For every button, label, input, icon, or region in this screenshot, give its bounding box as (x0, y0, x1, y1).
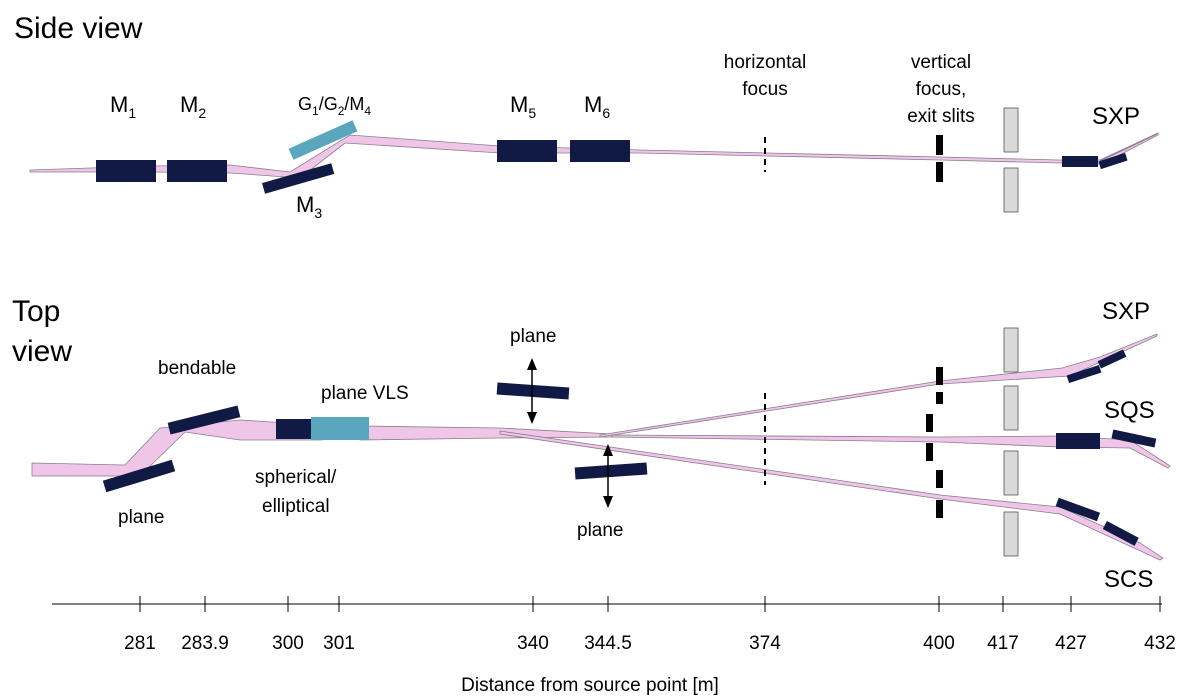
m5-mirror (497, 140, 557, 162)
side-aperture-upper (1003, 107, 1019, 153)
top-view-title-1: Top (12, 295, 60, 328)
axis-tick-label: 374 (749, 633, 781, 654)
axis-tick-label: 340 (517, 633, 549, 654)
distance-axis-label: Distance from source point [m] (461, 675, 719, 696)
m2-mirror (167, 160, 227, 182)
top-aperture-4 (1003, 511, 1019, 557)
sxp-side-mirror-1 (1062, 156, 1098, 167)
sxp-top-mirror-2 (1097, 349, 1127, 369)
top-slit-sqs-lower (926, 443, 933, 461)
scs-label: SCS (1104, 566, 1153, 593)
axis-tick-label: 301 (323, 633, 355, 654)
plane-upper-mirror (496, 382, 570, 400)
axis-tick-label: 417 (987, 633, 1019, 654)
top-slit-scs-upper (936, 470, 943, 488)
side-view-beam (29, 132, 1159, 179)
spherical-label: spherical/ (255, 467, 337, 488)
sxp-side-mirror-2 (1098, 152, 1128, 170)
g1-g2-m4-grating (288, 120, 358, 160)
top-view-title-2: view (12, 335, 72, 368)
m3-label: M3 (296, 192, 322, 221)
m1-mirror (96, 160, 156, 182)
sqs-mirror-1 (1056, 433, 1100, 449)
m1-label: M1 (110, 92, 136, 121)
m5-label: M5 (510, 92, 536, 121)
axis-tick-label: 281 (124, 633, 156, 654)
top-slit-sxp-upper (936, 367, 943, 385)
top-view-main-beam (359, 425, 613, 441)
axis-tick-label: 432 (1144, 633, 1176, 654)
top-slit-sxp-lower (936, 392, 943, 404)
plane-lower-left-label: plane (118, 507, 165, 528)
top-sxp-label: SXP (1102, 298, 1150, 325)
axis-tick-label: 300 (272, 633, 304, 654)
vertical-focus-label-3: exit slits (907, 106, 975, 127)
sqs-branch-beam (611, 434, 1171, 469)
m3-mirror (262, 163, 335, 194)
top-aperture-1 (1003, 327, 1019, 373)
elliptical-label: elliptical (262, 496, 330, 517)
plane-vls-label: plane VLS (321, 383, 409, 404)
sqs-label: SQS (1104, 397, 1155, 424)
side-view-title: Side view (14, 12, 143, 45)
side-exit-slit-lower (936, 162, 943, 182)
plane-lower-label: plane (577, 520, 624, 541)
plane-lower-arrow-head-up (603, 444, 613, 456)
scs-mirror-2 (1102, 521, 1139, 546)
side-exit-slit-upper (936, 135, 943, 155)
m6-label: M6 (584, 92, 610, 121)
vertical-focus-label-2: focus, (916, 79, 967, 100)
plane-mirror-top (102, 459, 176, 493)
bendable-mirror (167, 405, 241, 435)
horizontal-focus-label-2: focus (742, 79, 787, 100)
plane-upper-arrow-head-down (527, 412, 537, 424)
scs-mirror-1 (1055, 497, 1101, 522)
plane-lower-arrow-head-down (603, 496, 613, 508)
plane-upper-arrow-head-up (527, 358, 537, 370)
plane-vls-grating (311, 417, 369, 440)
vertical-focus-label-1: vertical (911, 52, 971, 73)
axis-tick-label: 344.5 (584, 633, 632, 654)
distance-axis-ticks: 281 283.9 300 301 340 344.5 374 400 417 427 432 (124, 596, 1176, 654)
side-view-beam-tail (1099, 133, 1158, 162)
plane-lower-mirror (574, 462, 648, 480)
m2-label: M2 (180, 92, 206, 121)
sxp-top-mirror-1 (1066, 364, 1102, 384)
sqs-mirror-2 (1111, 429, 1157, 448)
axis-tick-label: 400 (923, 633, 955, 654)
bendable-label: bendable (158, 358, 236, 379)
side-aperture-lower (1003, 167, 1019, 213)
top-aperture-2 (1003, 385, 1019, 431)
horizontal-focus-label-1: horizontal (724, 52, 806, 73)
sxp-branch-beam (599, 333, 1158, 438)
top-slit-scs-lower (936, 500, 943, 518)
axis-tick-label: 427 (1055, 633, 1087, 654)
plane-upper-label: plane (510, 326, 557, 347)
axis-tick-label: 283.9 (181, 633, 229, 654)
scs-branch-beam (499, 430, 1164, 561)
top-slit-sqs-upper (926, 414, 933, 432)
top-aperture-3 (1003, 450, 1019, 496)
g1-g2-m4-label: G1/G2/M4 (298, 94, 371, 118)
side-sxp-label: SXP (1092, 103, 1140, 130)
m6-mirror (570, 140, 630, 162)
